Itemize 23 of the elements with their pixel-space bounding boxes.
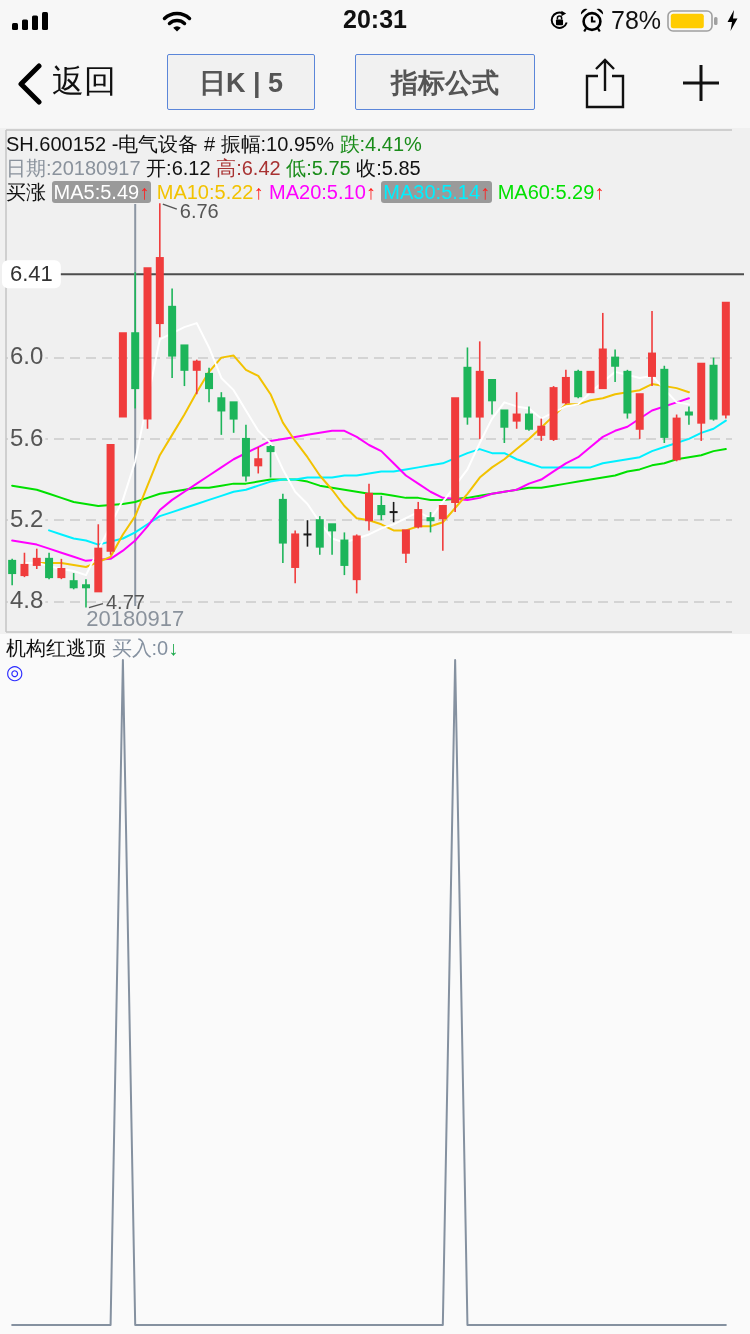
chart-title: 机构红逃顶 xyxy=(6,637,106,659)
ref-line-label: 6.41 xyxy=(10,261,53,287)
y-tick-label: 6.0 xyxy=(10,342,44,370)
text: 20:31 xyxy=(343,5,407,34)
text: 返回 xyxy=(52,63,116,100)
text: 78% xyxy=(611,6,662,35)
text: MA20:5.10↑ xyxy=(269,181,376,203)
y-tick-label: 4.8 xyxy=(10,586,44,614)
legend-title: 买涨 xyxy=(6,181,46,203)
candlestick xyxy=(684,406,693,425)
text: MA30:5.14↑ xyxy=(383,181,491,203)
annotation: ◎ xyxy=(6,661,24,683)
y-tick-label: 5.6 xyxy=(10,423,44,451)
text: 日K | 5 xyxy=(198,68,284,98)
y-tick-label: 5.2 xyxy=(10,504,44,532)
text: 日期:20180917 开:6.12 高:6.42 低:5.75 收:5.85 xyxy=(6,157,421,179)
text: MA5:5.49↑ xyxy=(53,181,150,203)
candlestick xyxy=(328,523,337,555)
series-label: 买入:0↓ xyxy=(111,637,179,659)
text: MA60:5.29↑ xyxy=(497,181,605,203)
text: 指标公式 xyxy=(391,68,499,98)
chart-title: SH.600152 -电气设备 # 振幅:10.95% 跌:4.41% xyxy=(6,133,422,155)
candlestick xyxy=(81,579,90,608)
